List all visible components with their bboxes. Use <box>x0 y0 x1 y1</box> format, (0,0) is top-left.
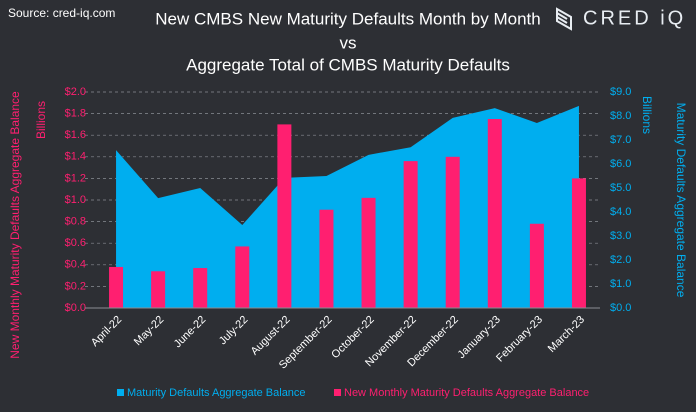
x-tick-label: June-22 <box>172 314 209 351</box>
chart-title: New CMBS New Maturity Defaults Month by … <box>155 9 540 28</box>
y2-tick-label: $7.0 <box>610 134 631 146</box>
y-tick-label: $1.0 <box>65 194 86 206</box>
y-tick-label: $0.8 <box>65 216 86 228</box>
y2-tick-label: $6.0 <box>610 158 631 170</box>
bar <box>571 178 586 308</box>
bar <box>235 246 250 308</box>
y-tick-label: $1.4 <box>65 151 86 163</box>
legend-label: Maturity Defaults Aggregate Balance <box>127 387 306 399</box>
legend-swatch <box>117 389 124 396</box>
bar <box>109 266 124 308</box>
y2-tick-label: $8.0 <box>610 110 631 122</box>
bar <box>487 119 502 308</box>
y-tick-label: $1.2 <box>65 172 86 184</box>
bar <box>319 209 334 308</box>
y2-tick-label: $5.0 <box>610 182 631 194</box>
source: Source: cred-iq.com <box>8 6 115 20</box>
x-tick-label: April-22 <box>89 314 124 349</box>
y2-tick-label: $0.0 <box>610 302 631 314</box>
bar <box>361 197 376 308</box>
y2-tick-label: $3.0 <box>610 230 631 242</box>
logo-icon <box>556 7 572 31</box>
bar <box>445 156 460 308</box>
y-tick-label: $1.8 <box>65 108 86 120</box>
y-tick-label: $2.0 <box>65 86 86 98</box>
x-tick-label: May-22 <box>132 314 166 348</box>
y2-tick-label: $1.0 <box>610 278 631 290</box>
y2-tick-label: $2.0 <box>610 254 631 266</box>
y2-axis-unit: Billions <box>640 96 654 134</box>
y2-axis-title: Maturity Defaults Aggregate Balance <box>674 103 688 298</box>
chart-title: vs <box>340 33 357 52</box>
x-tick-label: March-23 <box>546 314 587 355</box>
y-tick-label: $0.0 <box>65 302 86 314</box>
y2-tick-label: $4.0 <box>610 206 631 218</box>
legend-swatch <box>334 389 341 396</box>
bar <box>151 271 166 308</box>
bar <box>529 223 544 308</box>
logo: CRED iQ <box>583 7 686 29</box>
bar <box>277 124 292 309</box>
y-tick-label: $0.4 <box>65 259 86 271</box>
y2-tick-label: $9.0 <box>610 86 631 98</box>
area <box>116 105 579 308</box>
x-tick-label: July-22 <box>217 314 251 348</box>
x-tick-label: August-22 <box>249 314 293 358</box>
bar <box>403 161 418 308</box>
y-tick-label: $1.6 <box>65 129 86 141</box>
chart-title: Aggregate Total of CMBS Maturity Default… <box>186 55 510 74</box>
legend-label: New Monthly Maturity Defaults Aggregate … <box>344 387 589 399</box>
y-axis-title: New Monthly Maturity Defaults Aggregate … <box>8 91 22 359</box>
marks <box>109 105 586 309</box>
y-tick-label: $0.6 <box>65 237 86 249</box>
bar <box>193 268 208 308</box>
y-axis-unit: Billions <box>34 101 48 139</box>
y-tick-label: $0.2 <box>65 280 86 292</box>
